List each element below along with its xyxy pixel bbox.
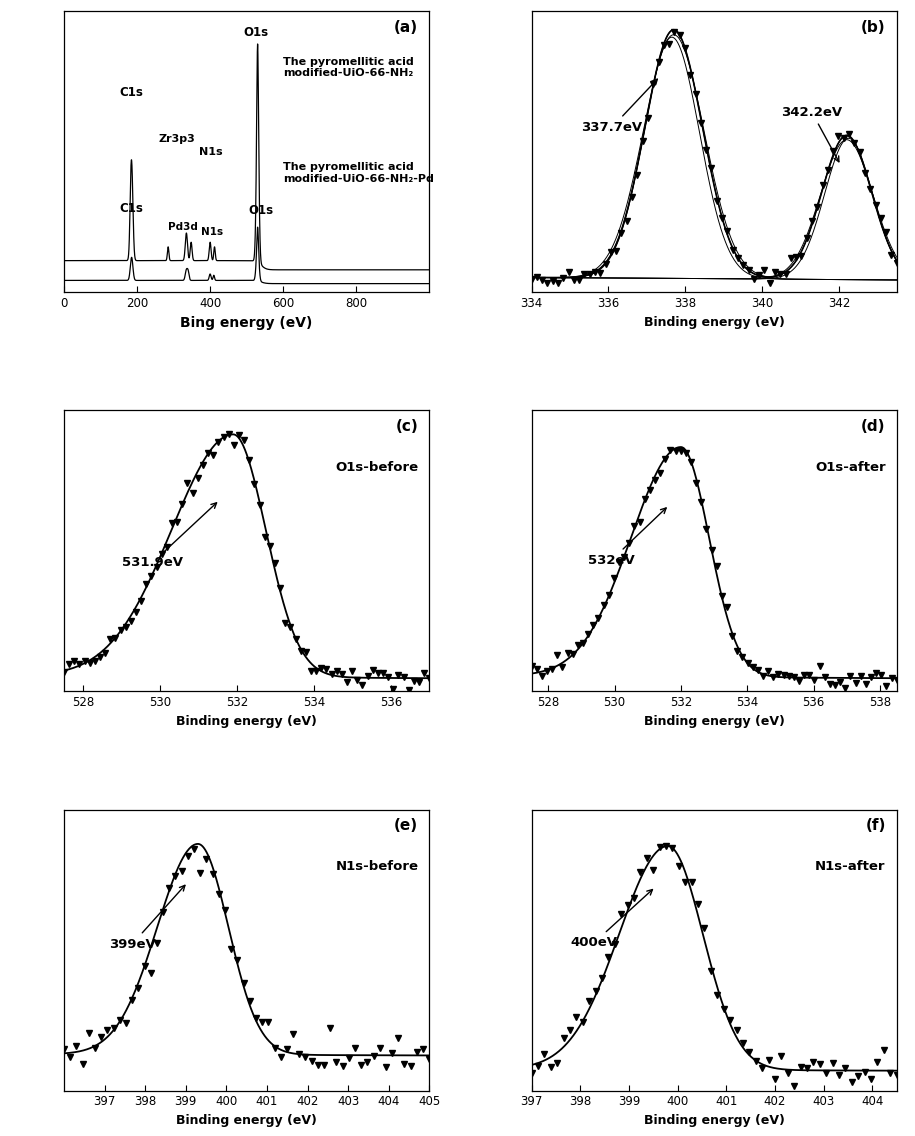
Text: N1s-after: N1s-after	[815, 860, 886, 874]
Text: (f): (f)	[866, 818, 886, 833]
Text: The pyromellitic acid
modified-UiO-66-NH₂-Pd: The pyromellitic acid modified-UiO-66-NH…	[283, 162, 434, 184]
Text: Zr3p3: Zr3p3	[159, 134, 196, 144]
Text: 531.9eV: 531.9eV	[122, 503, 217, 569]
X-axis label: Binding energy (eV): Binding energy (eV)	[643, 316, 784, 328]
X-axis label: Binding energy (eV): Binding energy (eV)	[643, 1114, 784, 1127]
Text: (b): (b)	[861, 19, 886, 35]
Text: O1s: O1s	[249, 204, 274, 217]
Text: N1s: N1s	[199, 147, 223, 157]
Text: O1s: O1s	[243, 26, 268, 39]
Text: The pyromellitic acid
modified-UiO-66-NH₂: The pyromellitic acid modified-UiO-66-NH…	[283, 57, 414, 78]
X-axis label: Binding energy (eV): Binding energy (eV)	[177, 1114, 318, 1127]
Text: N1s: N1s	[201, 227, 223, 237]
Text: (d): (d)	[861, 419, 886, 434]
Text: Pd3d: Pd3d	[167, 223, 198, 232]
Text: (c): (c)	[395, 419, 418, 434]
Text: 532eV: 532eV	[588, 508, 666, 567]
Text: O1s-after: O1s-after	[815, 461, 886, 474]
Text: 337.7eV: 337.7eV	[581, 80, 657, 134]
Text: (a): (a)	[394, 19, 418, 35]
X-axis label: Binding energy (eV): Binding energy (eV)	[643, 715, 784, 728]
Text: N1s-before: N1s-before	[335, 860, 418, 874]
Text: 400eV: 400eV	[570, 889, 652, 950]
Text: O1s-before: O1s-before	[335, 461, 418, 474]
Text: (e): (e)	[394, 818, 418, 833]
Text: C1s: C1s	[120, 201, 144, 215]
Text: C1s: C1s	[120, 86, 144, 99]
X-axis label: Binding energy (eV): Binding energy (eV)	[177, 715, 318, 728]
Text: 399eV: 399eV	[109, 885, 185, 951]
Text: 342.2eV: 342.2eV	[781, 106, 843, 161]
X-axis label: Bing energy (eV): Bing energy (eV)	[180, 316, 313, 329]
